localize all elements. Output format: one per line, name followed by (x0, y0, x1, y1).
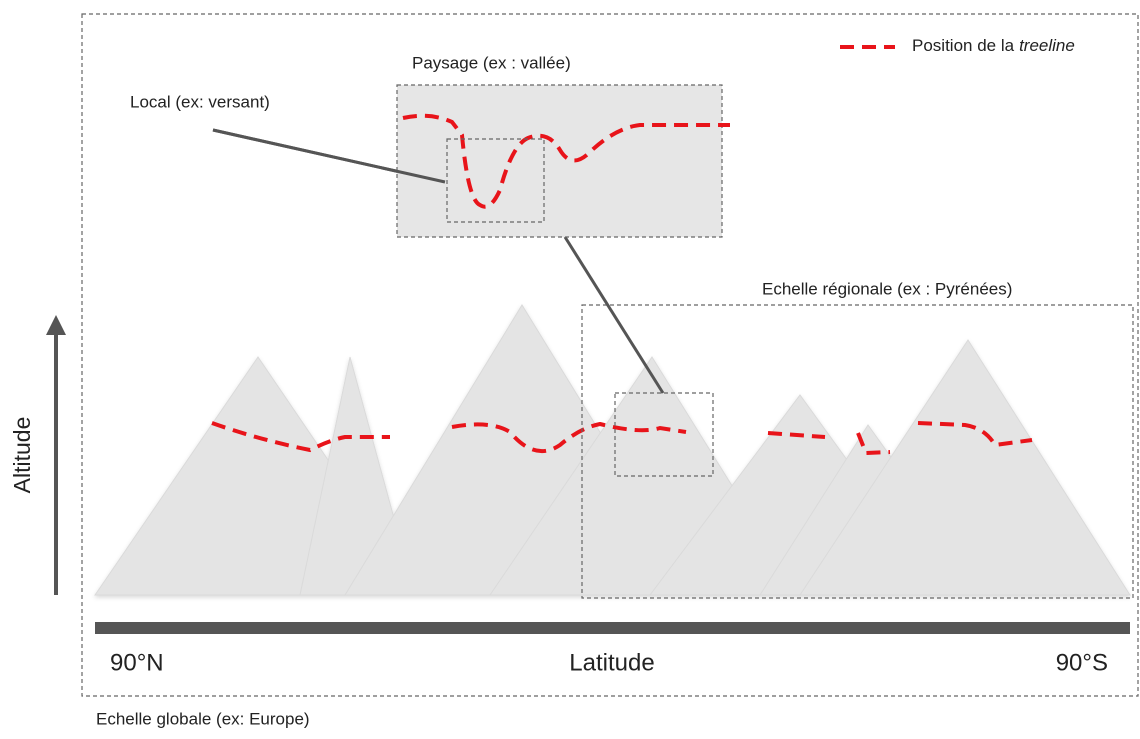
regional-frame (581, 304, 1134, 599)
x-axis-label: Latitude (569, 649, 654, 676)
treeline (767, 431, 826, 439)
latitude-bar (95, 622, 1130, 634)
x-end-label: 90°S (1056, 649, 1108, 676)
global-frame (81, 13, 1139, 697)
mountain (799, 339, 1131, 596)
legend-prefix: Position de la (912, 36, 1015, 55)
treeline (402, 113, 730, 209)
mountains (94, 304, 1131, 596)
connector (563, 236, 665, 394)
local-frame (614, 392, 714, 477)
landscape-frame (396, 84, 723, 238)
connector (212, 128, 446, 184)
local-label: Local (ex: versant) (130, 92, 270, 111)
legend-text: Position de la treeline (912, 36, 1075, 55)
y-axis-label: Altitude (9, 417, 35, 494)
treeline (451, 421, 687, 454)
legend-emphasis: treeline (1019, 36, 1075, 55)
treeline (856, 432, 891, 456)
treeline (211, 421, 390, 453)
treeline (917, 421, 1033, 448)
local-frame (446, 138, 545, 223)
global-label: Echelle globale (ex: Europe) (96, 709, 310, 728)
regional-label: Echelle régionale (ex : Pyrénées) (762, 279, 1012, 298)
landscape-label: Paysage (ex : vallée) (412, 53, 571, 72)
x-start-label: 90°N (110, 649, 164, 676)
